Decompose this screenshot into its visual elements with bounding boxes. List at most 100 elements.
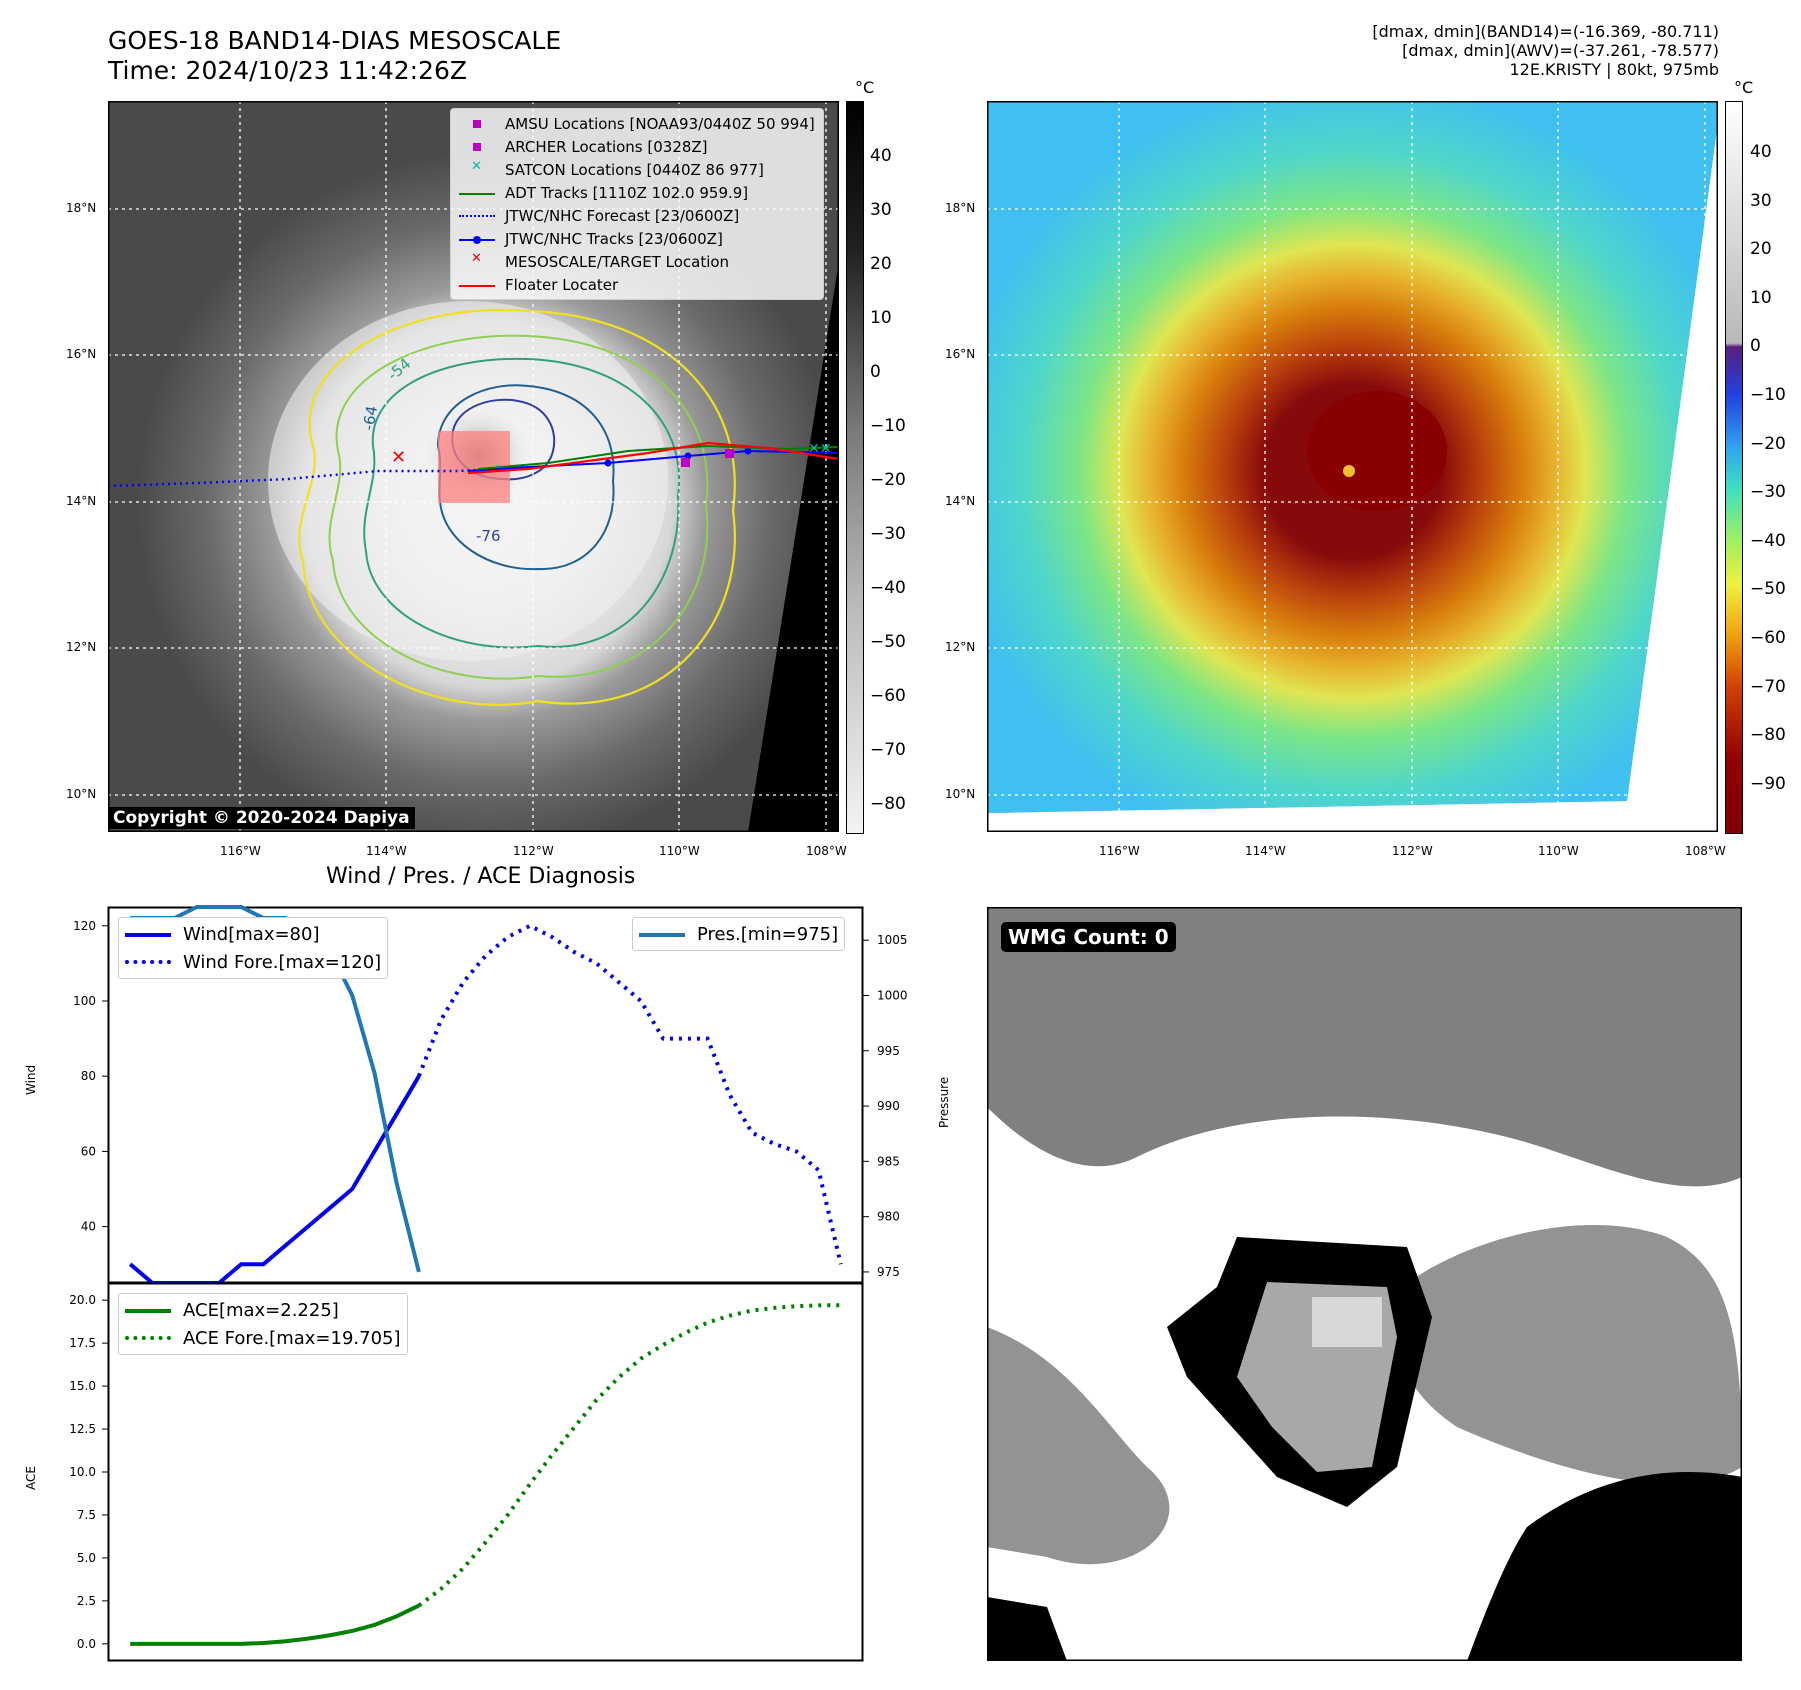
- y2-axis-label: Pressure: [937, 1076, 951, 1128]
- chart-title-line2: Time: 2024/10/23 11:42:26Z: [108, 56, 467, 85]
- y-tick-label: 5.0: [77, 1551, 96, 1565]
- colorbar-unit: °C: [855, 78, 875, 97]
- adt-track: [477, 444, 839, 470]
- legend-item-pressure: Pres.[min=975]: [639, 920, 838, 948]
- lon-label: 112°W: [1392, 844, 1433, 858]
- wmg-frame: [987, 907, 1742, 1661]
- line-icon: [459, 184, 495, 202]
- contour-blue: [436, 384, 615, 571]
- lat-label: 12°N: [66, 640, 97, 654]
- legend-item-target: ✕ MESOSCALE/TARGET Location: [459, 250, 815, 273]
- wmg-eye-center: [1312, 1297, 1382, 1347]
- legend-item-archer: ARCHER Locations [0328Z]: [459, 135, 815, 158]
- map-frame: [987, 101, 1718, 832]
- ace-legend: ACE[max=2.225] ACE Fore.[max=19.705]: [118, 1293, 408, 1355]
- line-icon: [459, 276, 495, 294]
- line-icon: [125, 924, 171, 944]
- y2-tick-label: 1005: [877, 933, 908, 947]
- eye-center: [1343, 465, 1355, 477]
- y-axis-label: Wind: [24, 1064, 38, 1095]
- colorbar-right: [1725, 101, 1743, 834]
- chart-title: GOES-18 BAND14-DIAS MESOSCALE Time: 2024…: [108, 26, 561, 86]
- lon-label: 116°W: [1099, 844, 1140, 858]
- contour-lightgreen: [328, 334, 709, 680]
- square-marker-icon: [459, 138, 495, 156]
- lon-label: 108°W: [806, 844, 847, 858]
- legend-item-amsu: AMSU Locations [NOAA93/0440Z 50 994]: [459, 112, 815, 135]
- lat-label: 10°N: [945, 787, 976, 801]
- line-dot-icon: [459, 230, 495, 248]
- y-tick-label: 12.5: [69, 1422, 96, 1436]
- y2-tick-label: 980: [877, 1210, 900, 1224]
- copyright-label: Copyright © 2020-2024 Dapiya: [108, 807, 415, 829]
- contour-teal: [363, 357, 681, 649]
- lat-label: 18°N: [945, 201, 976, 215]
- satcon-marker-icon: ✕✕: [808, 441, 831, 457]
- lat-label: 10°N: [66, 787, 97, 801]
- legend-item-satcon: ✕ SATCON Locations [0440Z 86 977]: [459, 158, 815, 181]
- legend-item-ace: ACE[max=2.225]: [125, 1296, 401, 1324]
- contour-label: -64: [359, 404, 381, 431]
- wmg-black-region: [1467, 1472, 1742, 1661]
- line-icon: [639, 924, 685, 944]
- wmg-black-region: [987, 1597, 1067, 1661]
- wmg-gray-region: [987, 1327, 1170, 1565]
- pressure-legend: Pres.[min=975]: [632, 917, 846, 951]
- band14-range: [dmax, dmin](BAND14)=(-16.369, -80.711): [1372, 22, 1719, 41]
- contour-label: -76: [476, 527, 501, 545]
- y-tick-label: 7.5: [77, 1508, 96, 1522]
- lon-label: 112°W: [513, 844, 554, 858]
- lon-label: 108°W: [1685, 844, 1726, 858]
- lon-label: 114°W: [1245, 844, 1286, 858]
- lon-label: 116°W: [220, 844, 261, 858]
- best-track-points: [604, 447, 752, 467]
- archer-marker-icon: [725, 449, 734, 458]
- map-gridlines: [987, 101, 1718, 832]
- y2-tick-label: 985: [877, 1154, 900, 1168]
- best-track: [467, 449, 839, 472]
- y-axis-label: ACE: [24, 1466, 38, 1490]
- square-marker-icon: [459, 115, 495, 133]
- lat-label: 16°N: [945, 347, 976, 361]
- y-tick-label: 15.0: [69, 1379, 96, 1393]
- chart-title-line1: GOES-18 BAND14-DIAS MESOSCALE: [108, 26, 562, 55]
- y2-tick-label: 1000: [877, 988, 908, 1002]
- y-tick-label: 20.0: [69, 1293, 96, 1307]
- y-tick-label: 40: [81, 1220, 96, 1234]
- legend-item-wind: Wind[max=80]: [125, 920, 381, 948]
- lat-label: 12°N: [945, 640, 976, 654]
- wmg-gray-region: [1395, 1225, 1742, 1484]
- intensity-info: [dmax, dmin](BAND14)=(-16.369, -80.711) …: [1119, 22, 1719, 79]
- wind-fore-series-line: [417, 923, 843, 1265]
- x-marker-icon: ✕: [471, 250, 482, 266]
- amsu-marker-icon: [681, 458, 690, 467]
- floater-track: [467, 441, 839, 475]
- y-tick-label: 80: [81, 1069, 96, 1083]
- lat-label: 14°N: [945, 494, 976, 508]
- y2-tick-label: 995: [877, 1044, 900, 1058]
- lat-label: 14°N: [66, 494, 97, 508]
- y-tick-label: 17.5: [69, 1336, 96, 1350]
- x-marker-icon: ✕: [471, 158, 482, 174]
- wmg-panel: [987, 907, 1742, 1661]
- storm-info: 12E.KRISTY | 80kt, 975mb: [1509, 60, 1720, 79]
- lon-label: 110°W: [659, 844, 700, 858]
- dotted-line-icon: [125, 1328, 171, 1348]
- legend-item-floater: Floater Locater: [459, 273, 815, 296]
- lon-label: 110°W: [1538, 844, 1579, 858]
- colorbar-left: [846, 101, 864, 834]
- eye-region: [1307, 391, 1447, 511]
- y-tick-label: 0.0: [77, 1637, 96, 1651]
- colorbar-right-ticks: 40 30 20 10 0 −10 −20 −30 −40 −50 −60 −7…: [1750, 142, 1786, 794]
- y-tick-label: 120: [73, 919, 96, 933]
- wmg-count-label: WMG Count: 0: [1001, 922, 1176, 952]
- legend-item-ace-forecast: ACE Fore.[max=19.705]: [125, 1324, 401, 1352]
- y2-tick-label: 990: [877, 1099, 900, 1113]
- target-marker-icon: ✕: [391, 447, 406, 468]
- map-legend: AMSU Locations [NOAA93/0440Z 50 994] ARC…: [450, 108, 824, 300]
- y-tick-label: 100: [73, 994, 96, 1008]
- dotted-line-icon: [125, 952, 171, 972]
- y-tick-label: 10.0: [69, 1465, 96, 1479]
- colorbar-left-ticks: 40 30 20 10 0 −10 −20 −30 −40 −50 −60 −7…: [870, 146, 906, 814]
- line-icon: [125, 1300, 171, 1320]
